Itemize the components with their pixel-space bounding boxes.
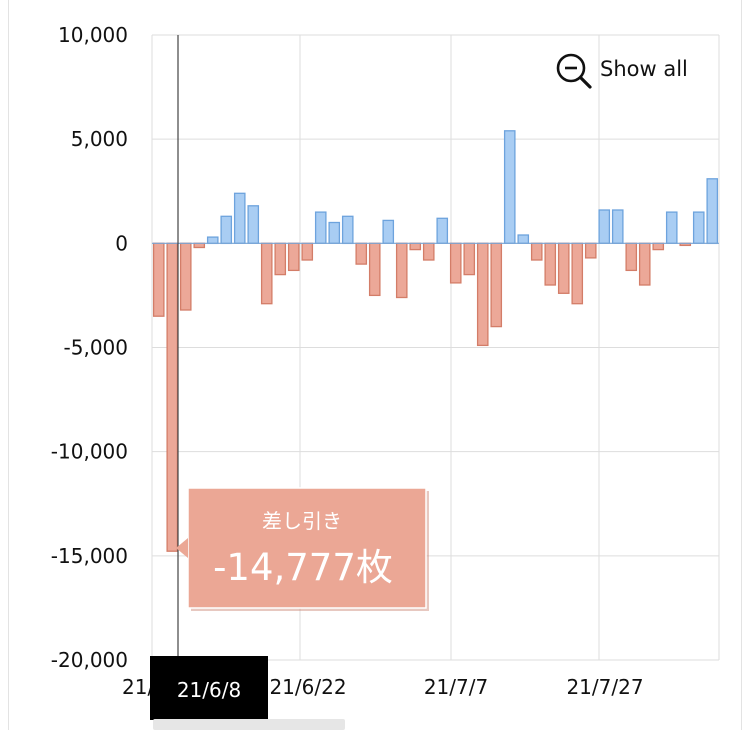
tooltip-series-label: 差し引き: [262, 509, 342, 533]
x-tick-label: 21/7/7: [424, 675, 488, 699]
y-tick-label: 0: [115, 231, 128, 255]
bar-negative[interactable]: [490, 242, 503, 328]
bar-negative[interactable]: [584, 242, 597, 259]
panel-left-border: [8, 0, 9, 730]
bar-positive[interactable]: [611, 209, 624, 244]
crosshair-date-text: 21/6/8: [177, 678, 241, 702]
show-all-button[interactable]: Show all: [550, 50, 700, 90]
bar-positive[interactable]: [220, 215, 233, 245]
bar-negative[interactable]: [395, 242, 408, 299]
bar-negative[interactable]: [166, 242, 179, 552]
x-tick-label: 21/: [122, 675, 154, 699]
y-axis-tick-labels: 10,000 5,000 0 -5,000 -10,000 -15,000 -20,000: [51, 23, 128, 672]
bar-negative[interactable]: [625, 242, 638, 272]
bar-positive[interactable]: [517, 234, 530, 244]
bar-negative[interactable]: [476, 242, 489, 347]
bar-positive[interactable]: [314, 211, 327, 244]
bar-negative[interactable]: [274, 242, 287, 276]
bar-negative[interactable]: [301, 242, 314, 261]
x-tick-label: 21/6/22: [269, 675, 346, 699]
bar-negative[interactable]: [287, 242, 300, 272]
bar-negative[interactable]: [544, 242, 557, 286]
bar-positive[interactable]: [328, 221, 341, 244]
bar-negative[interactable]: [530, 242, 543, 261]
bar-negative[interactable]: [260, 242, 273, 305]
bar-positive[interactable]: [206, 236, 219, 245]
bar-negative[interactable]: [557, 242, 570, 294]
bar-negative[interactable]: [463, 242, 476, 276]
bar-negative[interactable]: [409, 242, 422, 251]
y-tick-label: -5,000: [64, 336, 128, 360]
y-tick-label: 5,000: [71, 127, 128, 151]
bar-positive[interactable]: [503, 130, 516, 244]
tooltip-value: -14,777枚: [213, 546, 393, 589]
bar-positive[interactable]: [706, 178, 719, 245]
bar-negative[interactable]: [638, 242, 651, 286]
bar-series[interactable]: [152, 130, 719, 552]
y-tick-label: -20,000: [51, 648, 128, 672]
bar-negative[interactable]: [449, 242, 462, 284]
bar-positive[interactable]: [665, 211, 678, 244]
bar-positive[interactable]: [382, 219, 395, 244]
bar-positive[interactable]: [247, 205, 260, 244]
bar-negative[interactable]: [422, 242, 435, 261]
x-axis-tick-labels: 21/21/6/22 21/7/7 21/7/27: [122, 675, 644, 699]
bar-positive[interactable]: [341, 215, 354, 245]
y-tick-label: 10,000: [58, 23, 128, 47]
y-tick-label: -10,000: [51, 440, 128, 464]
crosshair-date-label: 21/6/8: [150, 656, 268, 720]
zoom-out-icon: [556, 53, 592, 89]
bar-positive[interactable]: [233, 192, 246, 244]
bar-positive[interactable]: [692, 211, 705, 244]
bar-negative[interactable]: [368, 242, 381, 297]
panel-right-border: [741, 0, 742, 730]
bar-negative[interactable]: [571, 242, 584, 305]
bar-positive[interactable]: [436, 217, 449, 244]
bar-negative[interactable]: [652, 242, 665, 251]
bar-negative[interactable]: [355, 242, 368, 265]
bar-negative[interactable]: [179, 242, 192, 311]
bar-negative[interactable]: [152, 242, 165, 317]
x-tick-label: 21/7/27: [566, 675, 643, 699]
horizontal-scrollbar[interactable]: [153, 719, 345, 730]
tooltip: 差し引き -14,777枚: [176, 487, 429, 611]
show-all-label: Show all: [600, 57, 688, 81]
bar-positive[interactable]: [598, 209, 611, 244]
y-tick-label: -15,000: [51, 544, 128, 568]
